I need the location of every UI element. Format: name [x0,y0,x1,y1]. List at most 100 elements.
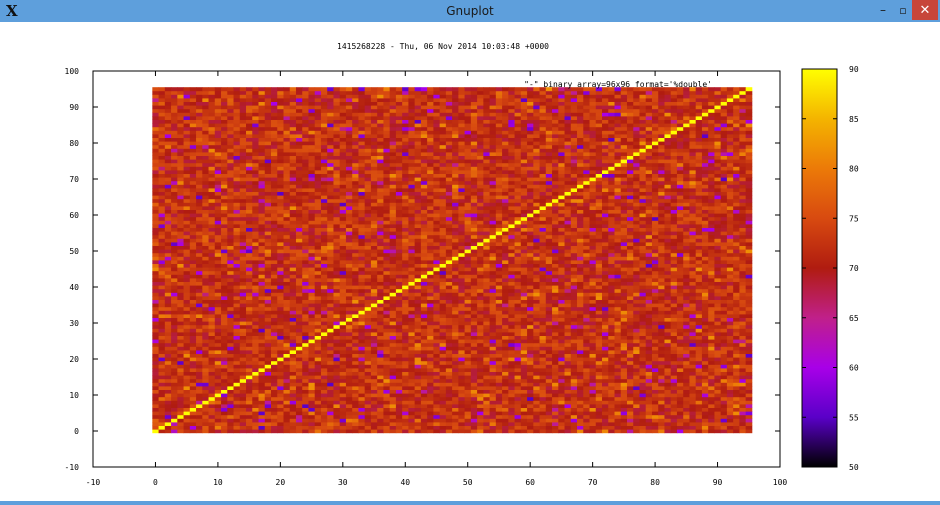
heatmap-cell [608,270,615,275]
heatmap-cell [445,396,453,401]
heatmap-cell [726,245,734,250]
heatmap-cell [595,299,603,304]
heatmap-cell [395,303,403,308]
heatmap-cell [158,357,166,362]
heatmap-cell [470,422,478,426]
heatmap-cell [489,281,497,286]
heatmap-cell [533,310,540,315]
heatmap-cell [602,350,609,354]
heatmap-cell [502,364,509,369]
heatmap-cell [358,306,366,311]
heatmap-cell [570,317,578,322]
heatmap-cell [158,382,166,387]
heatmap-cell [364,249,372,254]
heatmap-cell [745,306,753,311]
heatmap-cell [527,285,534,290]
heatmap-cell [333,389,341,394]
heatmap-cell [345,335,353,340]
heatmap-cell [683,360,690,365]
heatmap-cell [427,260,434,264]
heatmap-cell [520,288,528,293]
heatmap-cell [452,396,459,401]
heatmap-cell [508,422,515,426]
heatmap-cell [639,346,647,351]
heatmap-cell [695,328,703,333]
heatmap-cell [651,270,659,275]
heatmap-cell [258,353,266,358]
heatmap-cell [583,346,590,351]
heatmap-cell [626,368,634,372]
heatmap-cell [695,310,703,315]
heatmap-cell [645,357,653,362]
heatmap-cell [558,274,565,279]
heatmap-cell [345,321,353,326]
heatmap-cell [402,267,409,272]
heatmap-cell [676,303,684,308]
heatmap-cell [626,407,634,412]
heatmap-cell [714,270,722,275]
heatmap-cell [277,360,284,365]
heatmap-cell [745,310,753,315]
heatmap-cell [570,256,578,261]
heatmap-cell [470,292,478,297]
heatmap-cell [289,411,297,416]
heatmap-cell [714,414,722,419]
heatmap-cell [452,404,459,408]
heatmap-cell [508,389,515,394]
heatmap-cell [352,350,359,354]
heatmap-cell [520,263,528,268]
heatmap-cell [308,414,316,419]
heatmap-cell [364,281,372,286]
heatmap-cell [570,414,578,419]
heatmap-cell [502,324,509,329]
close-button[interactable]: ✕ [912,0,938,20]
heatmap-cell [689,346,697,351]
heatmap-cell [177,296,184,300]
heatmap-cell [570,382,578,387]
maximize-button[interactable]: ▫ [899,3,907,17]
heatmap-cell [227,422,234,426]
heatmap-cell [708,425,715,430]
heatmap-cell [470,317,478,322]
heatmap-cell [370,425,378,430]
heatmap-cell [333,339,341,344]
heatmap-cell [414,425,422,430]
heatmap-cell [745,339,753,344]
heatmap-cell [221,386,228,390]
heatmap-cell [614,422,622,426]
heatmap-cell [733,306,740,311]
heatmap-cell [664,252,672,257]
heatmap-cell [745,346,753,351]
heatmap-cell [689,371,697,376]
heatmap-cell [227,425,234,430]
heatmap-cell [564,274,572,279]
heatmap-cell [377,342,384,347]
heatmap-cell [589,285,597,290]
heatmap-cell [689,386,697,390]
heatmap-cell [683,256,690,261]
heatmap-cell [595,317,603,322]
heatmap-cell [389,249,397,254]
heatmap-cell [720,418,728,423]
heatmap-cell [745,425,753,430]
heatmap-cell [645,382,653,387]
heatmap-cell [414,382,422,387]
heatmap-cell [389,411,397,416]
heatmap-cell [395,324,403,329]
heatmap-cell [633,342,640,347]
heatmap-cell [577,306,584,311]
heatmap-cell [271,306,278,311]
heatmap-cell [689,288,697,293]
heatmap-cell [708,260,715,264]
heatmap-cell [214,288,222,293]
minimize-button[interactable]: – [880,3,886,17]
heatmap-cell [358,256,366,261]
heatmap-cell [370,245,378,250]
heatmap-cell [289,278,297,282]
heatmap-cell [533,267,540,272]
heatmap-cell [595,342,603,347]
heatmap-cell [720,245,728,250]
heatmap-cell [539,396,547,401]
heatmap-cell [714,285,722,290]
heatmap-cell [558,382,565,387]
